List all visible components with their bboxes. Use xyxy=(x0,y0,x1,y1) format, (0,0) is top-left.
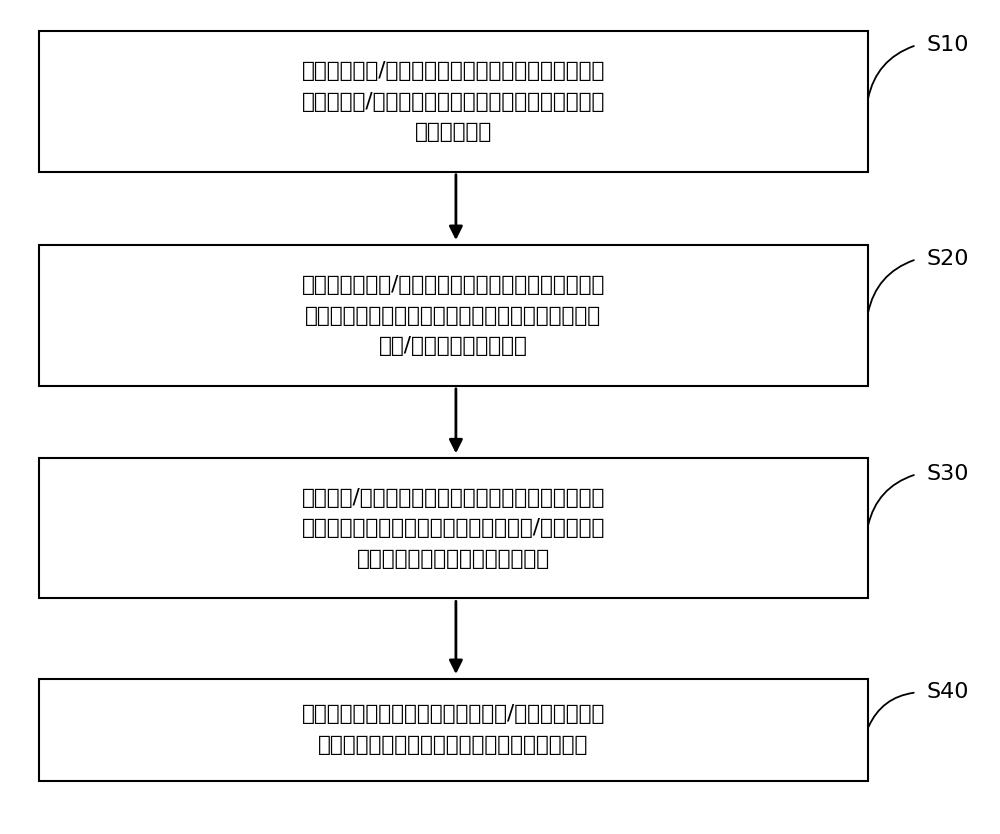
Text: 将可见光图像和/或红外线图像与电子成像图像单独或
融合后与标准图像进行对比，在存在差异时，确定预
热和/或熔化阶段存在缺陷: 将可见光图像和/或红外线图像与电子成像图像单独或 融合后与标准图像进行对比，在存… xyxy=(302,275,605,356)
FancyBboxPatch shape xyxy=(39,245,868,386)
Text: 在能够继续增材制造时，调整预热和/或熔化阶段中当
前次或下次的工艺参数，以减小或修复所述缺陷: 在能够继续增材制造时，调整预热和/或熔化阶段中当 前次或下次的工艺参数，以减小或… xyxy=(302,705,605,755)
FancyBboxPatch shape xyxy=(39,679,868,781)
FancyBboxPatch shape xyxy=(39,31,868,172)
Text: S40: S40 xyxy=(926,682,969,702)
Text: S10: S10 xyxy=(926,35,969,55)
Text: 至少在预热和/或熔化阶段，通过图像拍摄装置获取可
见光图像和/或红外线图像，并通过电子成像装置获取
电子成像图像: 至少在预热和/或熔化阶段，通过图像拍摄装置获取可 见光图像和/或红外线图像，并通… xyxy=(302,61,605,142)
Text: S20: S20 xyxy=(926,249,969,269)
FancyBboxPatch shape xyxy=(39,458,868,599)
Text: 在预热和/或熔化阶段存在缺陷时，确定缺陷的类型以
及缺陷的严重程度，并根据缺陷的类型和/或缺陷的严
重程度判断是否能够继续增材制造: 在预热和/或熔化阶段存在缺陷时，确定缺陷的类型以 及缺陷的严重程度，并根据缺陷的… xyxy=(302,488,605,569)
Text: S30: S30 xyxy=(926,465,969,485)
